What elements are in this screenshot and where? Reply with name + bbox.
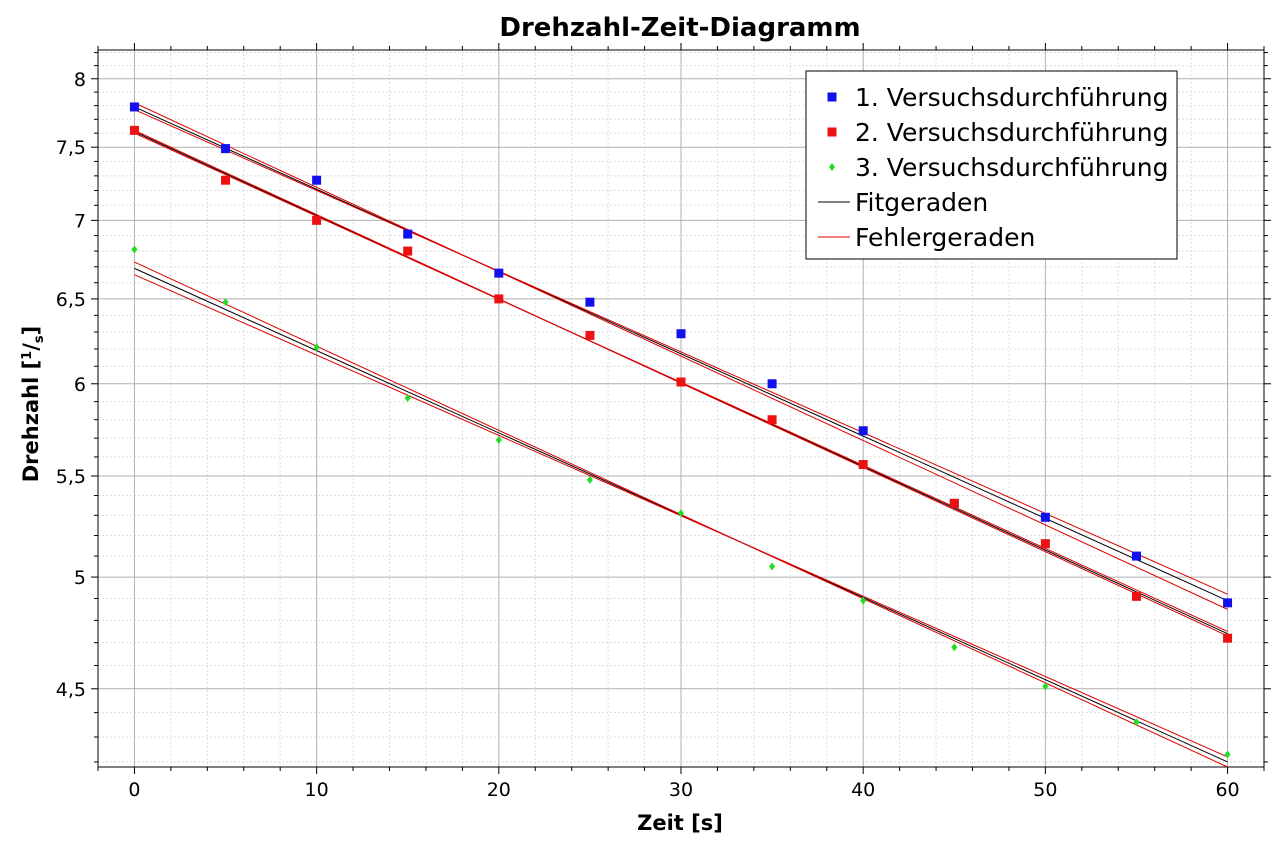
data-point-series-3 xyxy=(131,245,138,254)
y-tick-label: 5 xyxy=(74,567,86,589)
x-axis-title: Zeit [s] xyxy=(637,811,723,835)
data-point-series-2 xyxy=(949,498,959,508)
data-point-series-3 xyxy=(951,643,958,652)
x-tick-label: 50 xyxy=(1033,779,1057,801)
legend-label: 1. Versuchsdurchführung xyxy=(855,83,1168,112)
x-tick-label: 40 xyxy=(851,779,875,801)
data-point-series-3 xyxy=(678,509,684,518)
data-point-series-2 xyxy=(129,125,139,135)
y-axis-title: Drehzahl [1/s] xyxy=(19,326,47,483)
data-point-series-3 xyxy=(769,562,776,571)
data-point-series-3 xyxy=(1133,718,1140,727)
legend-marker-square xyxy=(827,127,837,137)
legend-label: Fitgeraden xyxy=(855,188,988,217)
x-tick-label: 30 xyxy=(669,779,693,801)
y-tick-label: 6,5 xyxy=(56,289,86,311)
y-tick-label: 7 xyxy=(74,210,86,232)
legend: 1. Versuchsdurchführung 2. Versuchsdurchf… xyxy=(805,70,1178,260)
y-axis-title-main: Drehzahl [ xyxy=(19,360,43,482)
data-point-series-1 xyxy=(312,175,322,185)
data-point-series-3 xyxy=(1042,682,1049,691)
data-point-series-1 xyxy=(221,144,231,154)
x-tick-labels: 0 10 20 30 40 50 60 xyxy=(128,779,1239,801)
chart-title: Drehzahl-Zeit-Diagramm xyxy=(499,13,860,43)
error-line xyxy=(134,102,1228,610)
data-point-series-2 xyxy=(676,377,686,387)
y-tick-label: 4,5 xyxy=(56,679,86,701)
x-tick-label: 60 xyxy=(1215,779,1239,801)
y-tick-label: 6 xyxy=(74,374,86,396)
data-point-series-2 xyxy=(1040,539,1050,549)
data-point-series-1 xyxy=(1131,551,1141,561)
data-points xyxy=(129,102,1233,759)
data-point-series-2 xyxy=(221,175,231,185)
axis-ticks xyxy=(91,43,1271,774)
data-point-series-3 xyxy=(495,436,502,445)
data-point-series-3 xyxy=(313,343,320,352)
data-point-series-2 xyxy=(1223,633,1233,643)
x-tick-label: 0 xyxy=(128,779,140,801)
data-point-series-3 xyxy=(404,394,411,403)
y-axis-title-close: ] xyxy=(19,326,43,336)
data-point-series-2 xyxy=(585,330,595,340)
legend-box xyxy=(805,70,1178,260)
data-point-series-3 xyxy=(860,596,867,605)
y-tick-label: 5,5 xyxy=(56,466,86,488)
data-point-series-2 xyxy=(858,460,868,470)
legend-marker-diamond xyxy=(829,163,835,171)
data-point-series-1 xyxy=(1223,598,1233,608)
legend-label: Fehlergeraden xyxy=(855,223,1035,252)
legend-label: 3. Versuchsdurchführung xyxy=(855,153,1168,182)
data-point-series-2 xyxy=(1131,591,1141,601)
data-point-series-1 xyxy=(129,102,139,112)
data-point-series-1 xyxy=(858,426,868,436)
data-point-series-1 xyxy=(585,297,595,307)
data-point-series-3 xyxy=(1224,750,1231,759)
y-axis-title-slash: / xyxy=(19,343,43,351)
data-point-series-2 xyxy=(767,415,777,425)
data-point-series-3 xyxy=(586,475,593,484)
data-point-series-1 xyxy=(676,329,686,339)
y-tick-labels: 4,5 5 5,5 6 6,5 7 7,5 8 xyxy=(56,69,86,701)
y-tick-label: 7,5 xyxy=(56,137,86,159)
data-point-series-1 xyxy=(767,379,777,389)
data-point-series-3 xyxy=(222,298,229,307)
data-point-series-2 xyxy=(494,294,504,304)
x-tick-label: 10 xyxy=(305,779,329,801)
data-point-series-1 xyxy=(403,229,413,239)
x-tick-label: 20 xyxy=(487,779,511,801)
y-tick-label: 8 xyxy=(74,69,86,91)
y-axis-title-denominator: s xyxy=(32,335,47,343)
data-point-series-1 xyxy=(1040,512,1050,522)
data-point-series-2 xyxy=(403,246,413,256)
data-point-series-2 xyxy=(312,215,322,225)
y-axis-title-numerator: 1 xyxy=(20,351,35,360)
data-point-series-1 xyxy=(494,268,504,278)
legend-marker-square xyxy=(827,92,837,102)
legend-label: 2. Versuchsdurchführung xyxy=(855,118,1168,147)
